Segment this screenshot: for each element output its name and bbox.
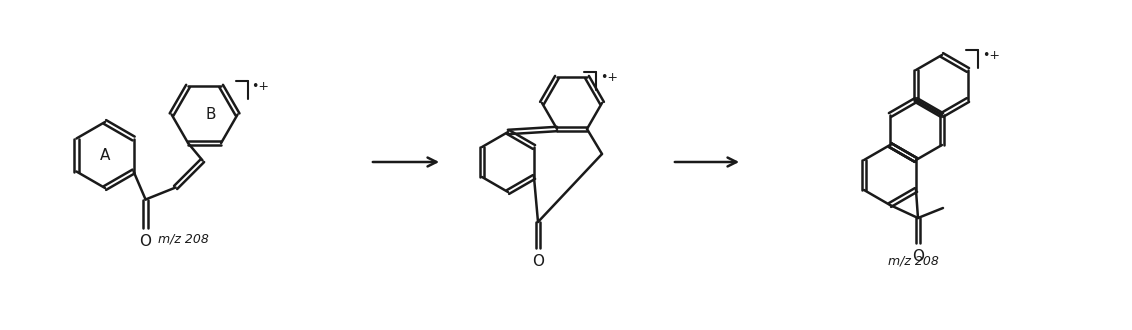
Text: •+: •+ xyxy=(600,71,618,84)
Text: O: O xyxy=(139,234,152,248)
Text: •+: •+ xyxy=(981,49,1000,62)
Text: O: O xyxy=(912,249,924,264)
Text: m/z 208: m/z 208 xyxy=(887,255,938,268)
Text: m/z 208: m/z 208 xyxy=(157,233,208,246)
Text: B: B xyxy=(205,107,216,122)
Text: O: O xyxy=(532,254,544,269)
Text: A: A xyxy=(100,148,110,162)
Text: •+: •+ xyxy=(251,80,269,93)
